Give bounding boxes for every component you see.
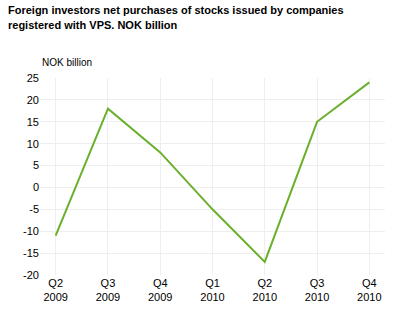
svg-text:15: 15: [27, 116, 39, 128]
svg-text:-5: -5: [29, 203, 39, 215]
svg-text:10: 10: [27, 138, 39, 150]
svg-text:5: 5: [33, 159, 39, 171]
svg-text:Q22010: Q22010: [253, 277, 277, 303]
svg-text:20: 20: [27, 94, 39, 106]
svg-text:Foreign investors net purchase: Foreign investors net purchases of stock…: [8, 4, 344, 30]
svg-text:Q42009: Q42009: [148, 277, 172, 303]
svg-text:-20: -20: [23, 269, 39, 281]
svg-text:Q32009: Q32009: [96, 277, 120, 303]
svg-text:0: 0: [33, 181, 39, 193]
svg-text:-10: -10: [23, 225, 39, 237]
svg-text:-15: -15: [23, 247, 39, 259]
svg-text:Q12010: Q12010: [200, 277, 224, 303]
svg-text:Q42010: Q42010: [357, 277, 381, 303]
svg-text:25: 25: [27, 72, 39, 84]
svg-text:NOK billion: NOK billion: [42, 57, 92, 68]
svg-text:Q22009: Q22009: [43, 277, 67, 303]
svg-text:Q32010: Q32010: [305, 277, 329, 303]
